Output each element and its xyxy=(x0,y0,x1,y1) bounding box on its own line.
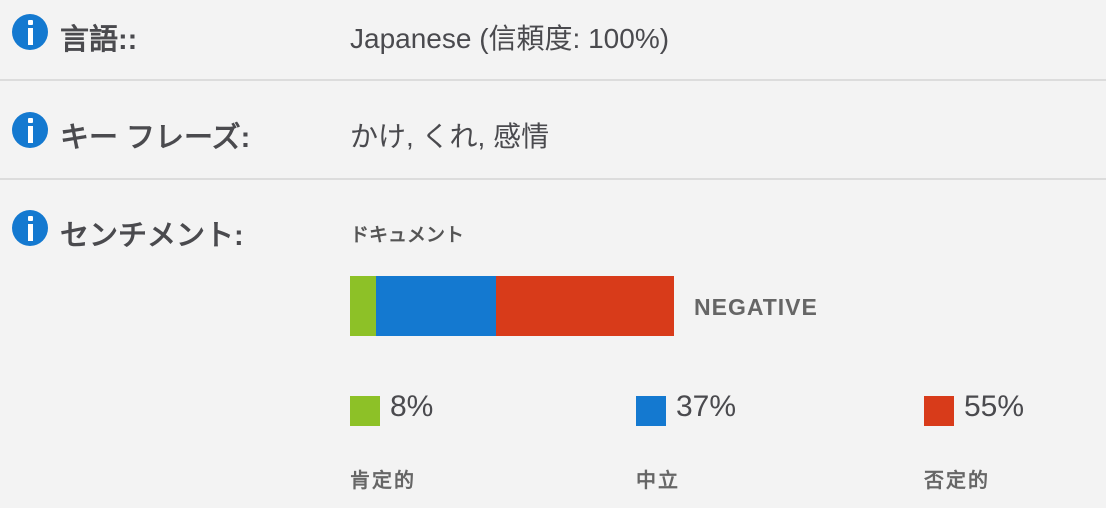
language-label: 言語:: xyxy=(60,24,138,56)
info-icon[interactable] xyxy=(12,210,48,246)
positive-swatch xyxy=(350,396,380,426)
key-phrases-row: キー フレーズ: かけ, くれ, 感情 xyxy=(0,81,1106,179)
sentiment-bar-negative xyxy=(495,276,674,336)
sentiment-bar-neutral xyxy=(375,276,496,336)
neutral-swatch xyxy=(636,396,666,426)
key-phrases-label: キー フレーズ: xyxy=(60,122,251,154)
neutral-percent: 37% xyxy=(676,390,737,423)
divider xyxy=(0,178,1106,180)
negative-percent: 55% xyxy=(964,390,1025,423)
language-row: 言語:: Japanese (信頼度: 100%) xyxy=(0,0,1106,80)
neutral-label: 中立 xyxy=(636,470,680,492)
sentiment-bar-positive xyxy=(350,276,376,336)
negative-label: 否定的 xyxy=(924,470,990,492)
sentiment-scope: ドキュメント xyxy=(350,225,465,246)
key-phrases-value: かけ, くれ, 感情 xyxy=(350,121,550,152)
sentiment-bar xyxy=(350,276,674,336)
info-icon[interactable] xyxy=(12,112,48,148)
info-icon[interactable] xyxy=(12,14,48,50)
divider xyxy=(0,79,1106,81)
language-value: Japanese (信頼度: 100%) xyxy=(350,23,670,54)
sentiment-label: センチメント: xyxy=(60,220,244,252)
negative-swatch xyxy=(924,396,954,426)
overall-sentiment: NEGATIVE xyxy=(694,294,818,320)
positive-percent: 8% xyxy=(390,390,434,423)
positive-label: 肯定的 xyxy=(350,470,416,492)
